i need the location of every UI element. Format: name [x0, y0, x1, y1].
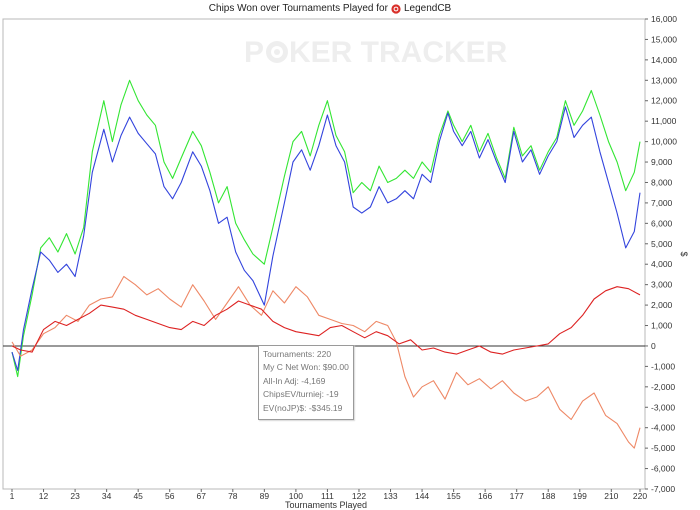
x-tick-label: 45	[133, 491, 143, 501]
y-tick-label: 8,000	[651, 177, 673, 187]
y-tick-label: -1,000	[651, 361, 675, 371]
x-tick-label: 122	[352, 491, 366, 501]
x-tick-label: 12	[39, 491, 49, 501]
y-tick-label: 13,000	[651, 75, 677, 85]
chart-title-player: LegendCB	[403, 3, 452, 14]
y-tick-label: 0	[651, 341, 656, 351]
y-tick-label: 2,000	[651, 300, 673, 310]
y-tick-label: 15,000	[651, 34, 677, 44]
summary-tooltip: Tournaments: 220 My C Net Won: $90.00 Al…	[258, 345, 354, 420]
poker-chip-icon	[391, 3, 401, 14]
y-tick-label: -4,000	[651, 423, 675, 433]
x-tick-label: 220	[633, 491, 647, 501]
x-tick-label: 56	[165, 491, 175, 501]
y-tick-label: -3,000	[651, 402, 675, 412]
tooltip-tournaments: Tournaments: 220	[263, 349, 332, 359]
y-tick-label: 16,000	[651, 14, 677, 24]
poker-chip-watermark-icon	[266, 41, 288, 63]
x-tick-label: 177	[510, 491, 524, 501]
y-axis-label: $	[679, 251, 689, 256]
y-tick-label: -6,000	[651, 464, 675, 474]
x-tick-label: 23	[70, 491, 80, 501]
x-tick-label: 78	[228, 491, 238, 501]
chart-title-prefix: Chips Won over Tournaments Played for	[208, 3, 388, 14]
y-tick-label: -2,000	[651, 382, 675, 392]
y-tick-label: 14,000	[651, 55, 677, 65]
chart-title: Chips Won over Tournaments Played for Le…	[0, 3, 660, 14]
y-tick-label: 4,000	[651, 259, 673, 269]
y-tick-label: 12,000	[651, 96, 677, 106]
y-tick-label: 9,000	[651, 157, 673, 167]
y-tick-label: 5,000	[651, 239, 673, 249]
y-tick-label: -5,000	[651, 443, 675, 453]
y-tick-label: 7,000	[651, 198, 673, 208]
y-tick-label: 10,000	[651, 137, 677, 147]
tooltip-chips-ev: ChipsEV/turniej: -19	[263, 389, 339, 400]
watermark-left: P	[244, 36, 264, 69]
x-tick-label: 210	[604, 491, 618, 501]
x-tick-label: 188	[541, 491, 555, 501]
y-tick-label: 6,000	[651, 218, 673, 228]
watermark-right: KER TRACKER	[289, 36, 508, 69]
x-tick-label: 1	[10, 491, 15, 501]
x-tick-label: 67	[197, 491, 207, 501]
series-line-blue	[11, 106, 641, 372]
x-tick-label: 34	[102, 491, 112, 501]
pokertracker-watermark: P KER TRACKER	[244, 36, 508, 69]
x-tick-label: 111	[321, 491, 334, 501]
series-line-orange	[11, 275, 641, 449]
x-tick-label: 144	[415, 491, 429, 501]
tooltip-net-won: My C Net Won: $90.00	[263, 362, 349, 373]
x-tick-label: 166	[478, 491, 492, 501]
x-tick-label: 155	[447, 491, 461, 501]
y-tick-label: -7,000	[651, 484, 675, 494]
y-tick-label: 11,000	[651, 116, 677, 126]
tooltip-allin-adj: All-In Adj: -4,169	[263, 375, 326, 386]
y-tick-label: 3,000	[651, 280, 673, 290]
y-axis: -7,000 -6,000 -5,000 -4,000 -3,000 -2,000 -1,0…	[645, 14, 677, 494]
x-tick-label: 100	[289, 491, 303, 501]
x-axis: 1 12 23 34 45 56 67 78 89 100 111 122 133 144 155 166 17…	[10, 489, 647, 501]
x-tick-label: 133	[383, 491, 397, 501]
x-axis-label: Tournaments Played	[285, 500, 367, 510]
x-tick-label: 89	[260, 491, 270, 501]
series-line-red	[11, 286, 641, 355]
series-layer	[11, 79, 641, 449]
y-tick-label: 1,000	[651, 321, 673, 331]
series-line-green	[11, 79, 641, 378]
tooltip-ev-nojp: EV(noJP)$: -$345.19	[263, 402, 343, 413]
x-tick-label: 199	[573, 491, 587, 501]
